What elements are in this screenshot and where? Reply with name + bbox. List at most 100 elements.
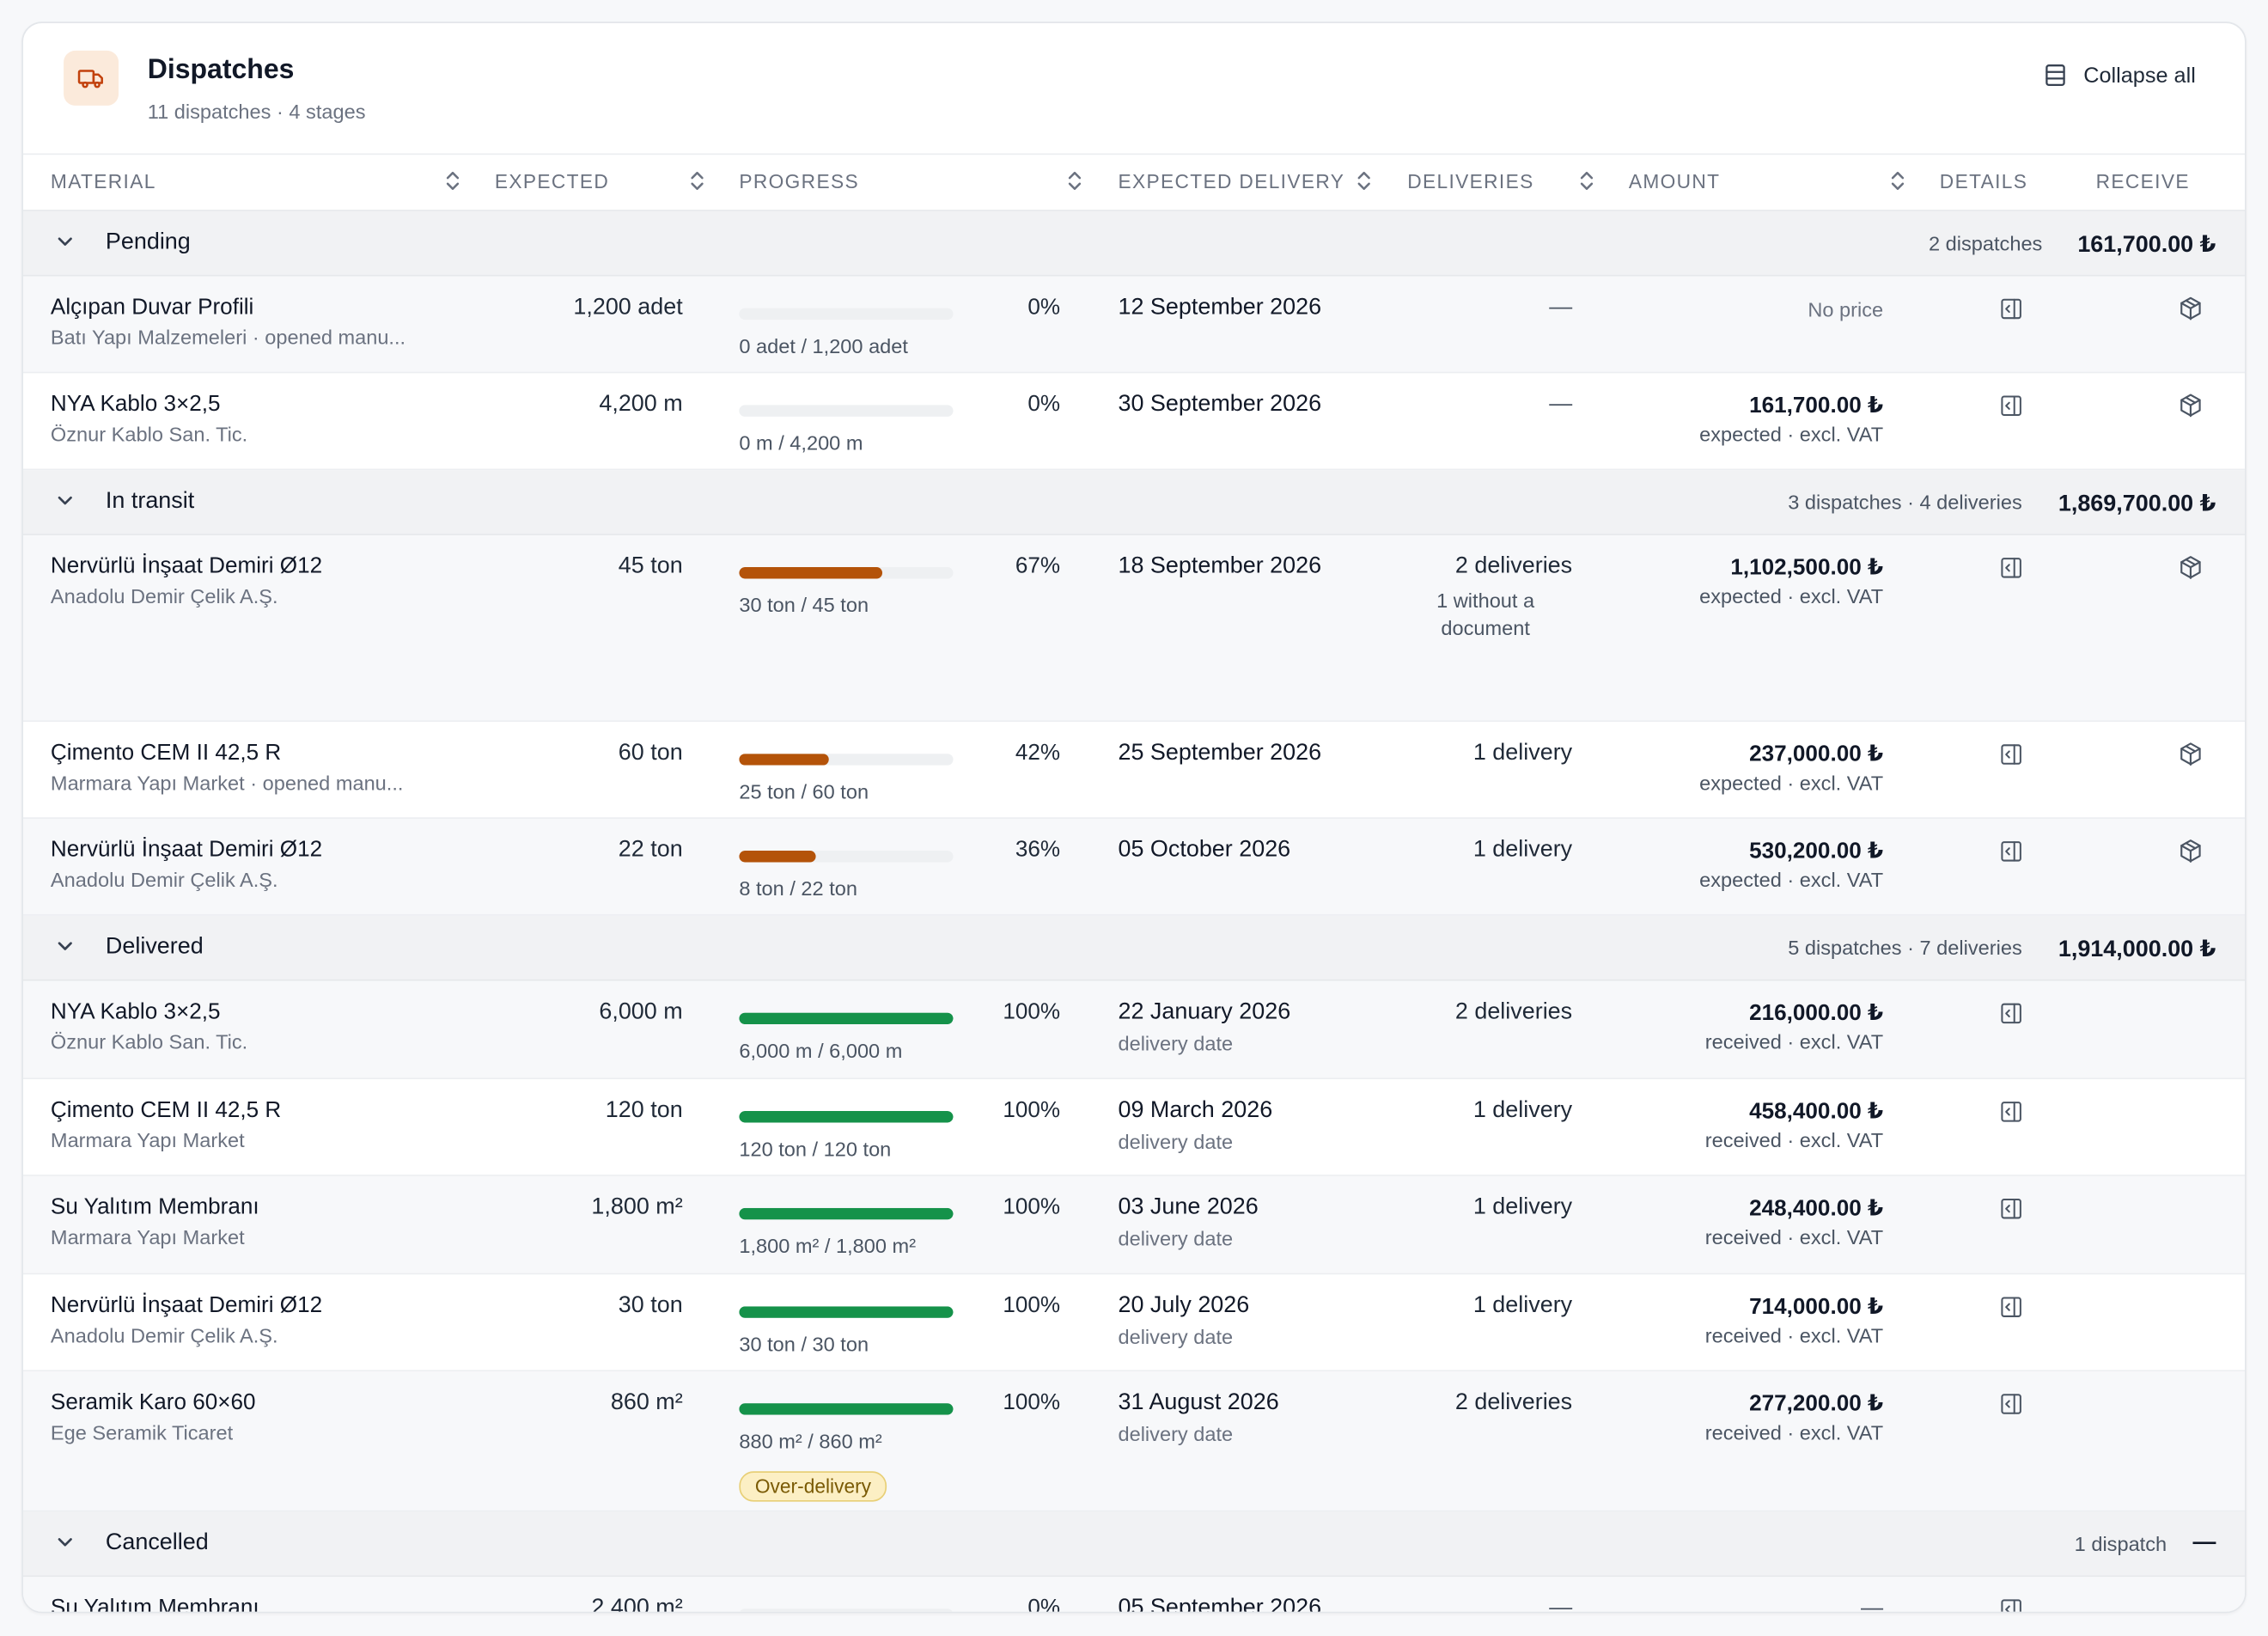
receive-package-icon[interactable] — [2177, 392, 2204, 426]
delivery-date: 22 January 2026 — [1118, 999, 1291, 1025]
group-header-in-transit[interactable]: In transit 3 dispatches · 4 deliveries 1,8… — [22, 470, 2246, 535]
amount-value: 458,400.00 ₺ — [1749, 1099, 1884, 1125]
table-row[interactable]: Seramik Karo 60×60 Ege Seramik Ticaret 860… — [22, 1371, 2246, 1512]
group-header-cancelled[interactable]: Cancelled 1 dispatch — — [22, 1511, 2246, 1578]
receive-package-icon[interactable] — [2177, 838, 2204, 872]
progress-text: 25 ton / 60 ton — [739, 779, 869, 803]
receive-package-icon[interactable] — [2177, 554, 2204, 589]
amount-value: 1,102,500.00 ₺ — [1730, 555, 1884, 581]
expected-qty: 60 ton — [618, 741, 683, 766]
progress-fill — [739, 1306, 954, 1318]
details-panel-icon[interactable] — [1999, 1196, 2024, 1228]
details-panel-icon[interactable] — [1999, 839, 2024, 871]
table-row[interactable]: Nervürlü İnşaat Demiri Ø12 Anadolu Demir … — [22, 1274, 2246, 1372]
truck-icon — [64, 50, 119, 106]
table-row[interactable]: NYA Kablo 3×2,5 Öznur Kablo San. Tic. 6,00… — [22, 980, 2246, 1080]
sort-icon[interactable] — [1357, 169, 1371, 197]
amount-value: 248,400.00 ₺ — [1749, 1196, 1884, 1222]
supplier-name: Marmara Yapı Market — [50, 1128, 245, 1152]
details-panel-icon[interactable] — [1999, 394, 2024, 425]
amount-note: received · excl. VAT — [1704, 1420, 1884, 1444]
progress-bar — [739, 1403, 954, 1415]
details-panel-icon[interactable] — [1999, 1295, 2024, 1327]
details-panel-icon[interactable] — [1999, 1001, 2024, 1033]
col-material[interactable]: MATERIAL — [50, 170, 156, 192]
sort-icon[interactable] — [690, 169, 704, 197]
table-row[interactable]: NYA Kablo 3×2,5 Öznur Kablo San. Tic. 4,20… — [22, 373, 2246, 471]
sort-icon[interactable] — [1891, 169, 1905, 197]
details-panel-icon[interactable] — [1999, 296, 2024, 328]
progress-fill — [739, 566, 883, 579]
amount-value: 530,200.00 ₺ — [1749, 839, 1884, 864]
group-meta: 2 dispatches — [1928, 231, 2043, 255]
progress-bar — [739, 308, 954, 320]
sort-icon[interactable] — [1580, 169, 1594, 197]
expected-qty: 30 ton — [618, 1293, 683, 1318]
details-panel-icon[interactable] — [1999, 1597, 2024, 1612]
progress-percent: 100% — [1003, 1390, 1061, 1415]
material-name: Alçıpan Duvar Profili — [50, 295, 254, 320]
material-name: Çimento CEM II 42,5 R — [50, 1097, 282, 1123]
table-row[interactable]: Nervürlü İnşaat Demiri Ø12 Anadolu Demir … — [22, 534, 2246, 723]
details-panel-icon[interactable] — [1999, 1100, 2024, 1132]
progress-bar — [739, 405, 954, 417]
material-name: Seramik Karo 60×60 — [50, 1390, 256, 1415]
group-total: 1,869,700.00 ₺ — [2058, 491, 2216, 517]
deliveries-count: 1 delivery — [1472, 1194, 1573, 1220]
group-header-delivered[interactable]: Delivered 5 dispatches · 7 deliveries 1,91… — [22, 915, 2246, 981]
col-progress[interactable]: PROGRESS — [739, 170, 859, 192]
sort-icon[interactable] — [1068, 169, 1082, 197]
table-row[interactable]: Su Yalıtım Membranı Marmara Yapı Market 1,… — [22, 1175, 2246, 1275]
deliveries-count: — — [1549, 1596, 1573, 1614]
amount-value: No price — [1808, 297, 1884, 321]
details-panel-icon[interactable] — [1999, 742, 2024, 774]
group-meta: 3 dispatches · 4 deliveries — [1788, 490, 2022, 514]
sort-icon[interactable] — [446, 169, 460, 197]
collapse-icon — [2046, 64, 2066, 87]
receive-package-icon[interactable] — [2177, 741, 2204, 775]
delivery-date: 03 June 2026 — [1118, 1194, 1259, 1220]
material-name: Çimento CEM II 42,5 R — [50, 741, 282, 766]
material-name: Su Yalıtım Membranı — [50, 1596, 259, 1614]
col-expected-delivery[interactable]: EXPECTED DELIVERY — [1118, 170, 1345, 192]
group-header-pending[interactable]: Pending 2 dispatches 161,700.00 ₺ — [22, 211, 2246, 277]
col-expected[interactable]: EXPECTED — [494, 170, 610, 192]
chevron-down-icon[interactable] — [55, 1532, 76, 1560]
collapse-all-label: Collapse all — [2083, 63, 2196, 88]
table-body: Pending 2 dispatches 161,700.00 ₺ Alçıpan D… — [22, 211, 2246, 1614]
amount-value: 277,200.00 ₺ — [1749, 1391, 1884, 1417]
col-deliveries[interactable]: DELIVERIES — [1407, 170, 1534, 192]
table-row[interactable]: Çimento CEM II 42,5 R Marmara Yapı Market… — [22, 1079, 2246, 1176]
chevron-down-icon[interactable] — [55, 231, 76, 259]
delivery-date-label: delivery date — [1118, 1129, 1234, 1153]
progress-bar — [739, 754, 954, 766]
details-panel-icon[interactable] — [1999, 1392, 2024, 1424]
material-name: Su Yalıtım Membranı — [50, 1194, 259, 1220]
delivery-date-label: delivery date — [1118, 1422, 1234, 1445]
expected-qty: 860 m² — [610, 1390, 683, 1415]
chevron-down-icon[interactable] — [55, 936, 76, 963]
supplier-name: Anadolu Demir Çelik A.Ş. — [50, 1323, 278, 1347]
table-row[interactable]: Alçıpan Duvar Profili Batı Yapı Malzemele… — [22, 276, 2246, 374]
delivery-date-label: delivery date — [1118, 1325, 1234, 1349]
group-name: In transit — [105, 489, 195, 514]
supplier-name: Anadolu Demir Çelik A.Ş. — [50, 584, 278, 608]
deliveries-count: 2 deliveries — [1454, 553, 1573, 579]
details-panel-icon[interactable] — [1999, 556, 2024, 588]
col-amount[interactable]: AMOUNT — [1628, 170, 1721, 192]
dispatches-card: Dispatches 11 dispatches · 4 stages Coll… — [21, 21, 2247, 1614]
progress-percent: 67% — [1015, 553, 1061, 579]
card-header: Dispatches 11 dispatches · 4 stages Coll… — [22, 23, 2246, 156]
deliveries-count: 1 delivery — [1472, 1293, 1573, 1318]
page-title: Dispatches — [147, 54, 295, 86]
receive-package-icon[interactable] — [2177, 295, 2204, 329]
table-row[interactable]: Nervürlü İnşaat Demiri Ø12 Anadolu Demir … — [22, 818, 2246, 916]
amount-value: 216,000.00 ₺ — [1749, 1001, 1884, 1026]
progress-text: 30 ton / 45 ton — [739, 593, 869, 617]
collapse-all-button[interactable]: Collapse all — [2043, 62, 2196, 88]
table-row[interactable]: Çimento CEM II 42,5 R Marmara Yapı Market… — [22, 722, 2246, 819]
chevron-down-icon[interactable] — [55, 491, 76, 518]
amount-note: received · excl. VAT — [1704, 1323, 1884, 1347]
group-meta: 1 dispatch — [2074, 1532, 2167, 1555]
